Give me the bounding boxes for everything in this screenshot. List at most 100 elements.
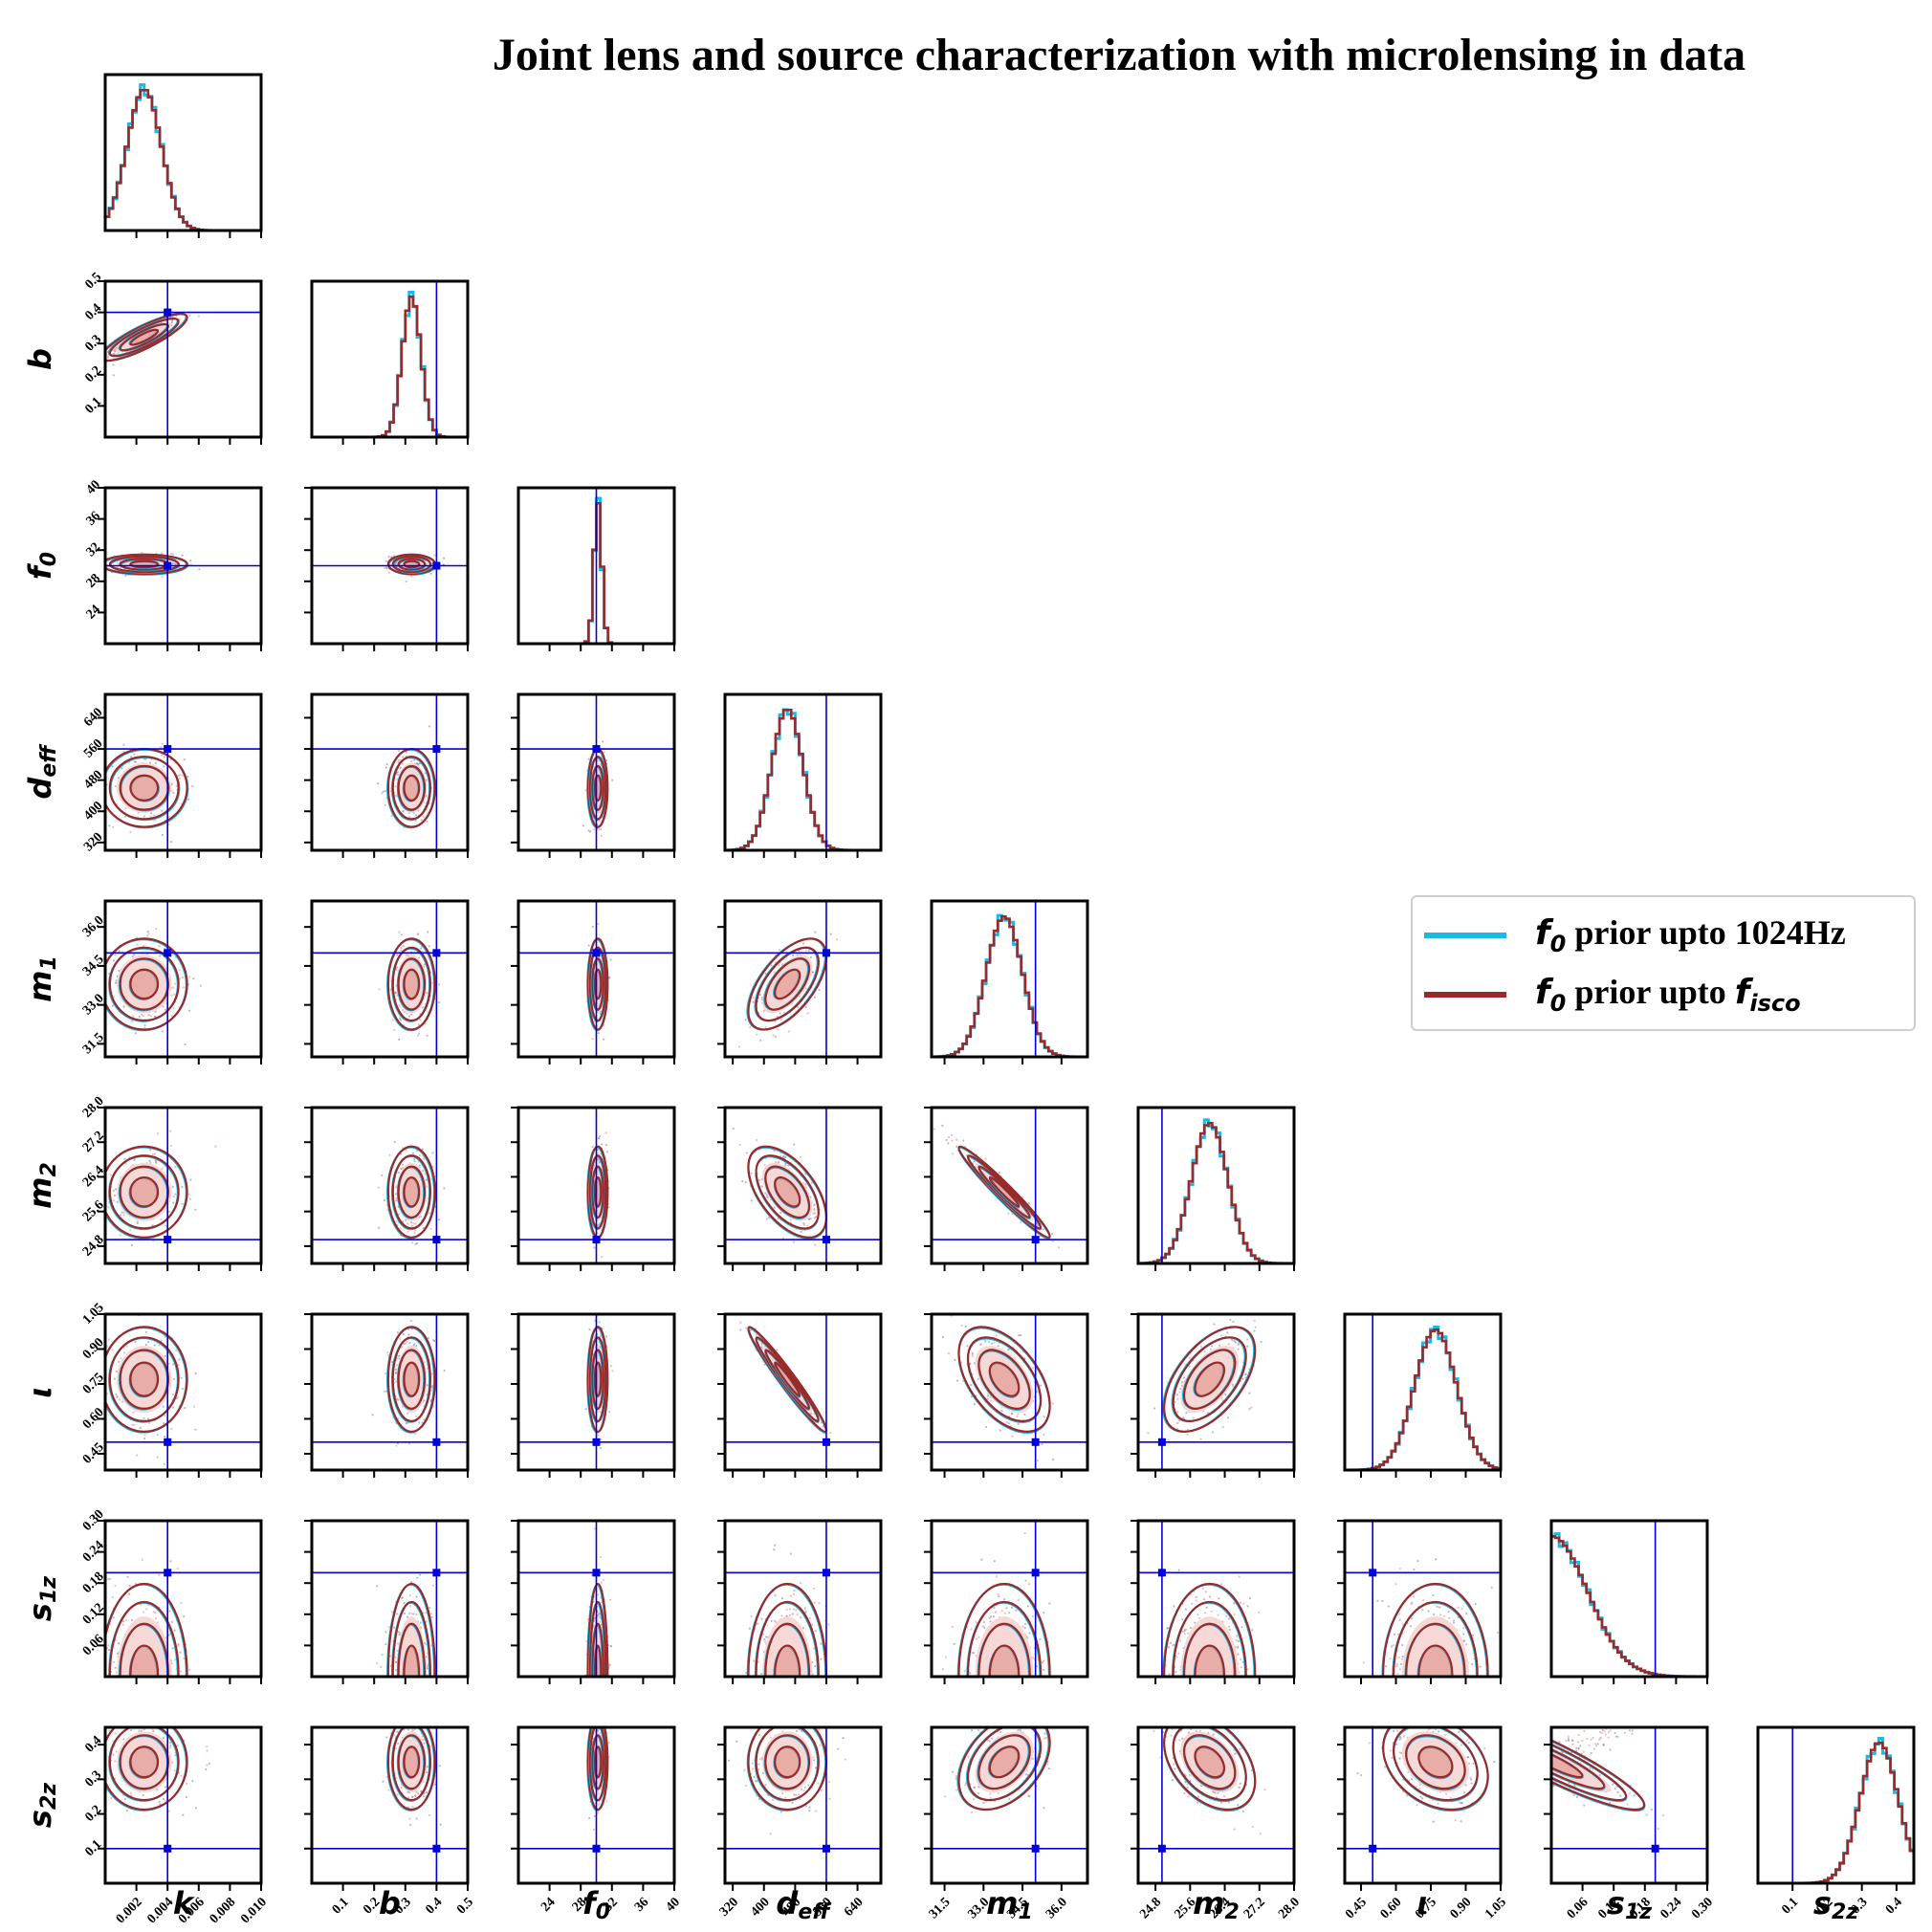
scatter-point — [415, 1344, 418, 1348]
scatter-point — [100, 795, 102, 797]
y-tick-label-b: 0.3 — [82, 333, 104, 355]
panel-frame — [310, 486, 470, 646]
scatter-point — [407, 1333, 410, 1336]
panel-frame — [930, 1106, 1089, 1265]
truth-marker — [432, 1236, 441, 1244]
contour-fisco — [391, 946, 431, 1022]
contour-fisco — [774, 1175, 801, 1208]
y-tick-label-iota: 0.60 — [80, 1405, 107, 1432]
panel-frame — [930, 899, 1089, 1059]
scatter-point — [133, 1423, 136, 1426]
scatter-point — [402, 810, 405, 813]
scatter-point — [807, 1218, 811, 1220]
scatter-point — [181, 1185, 184, 1189]
scatter-point — [757, 1178, 760, 1182]
scatter-point — [402, 1009, 405, 1012]
panel-deff-f0 — [511, 692, 676, 858]
scatter-point — [400, 947, 403, 950]
panel-m2-m2 — [1136, 1106, 1296, 1271]
contour-fisco — [977, 1165, 1031, 1219]
scatter-point — [114, 1188, 118, 1191]
scatter-point — [390, 815, 393, 818]
scatter-point — [763, 1163, 766, 1167]
scatter-point — [134, 1340, 137, 1344]
scatter-point — [393, 1378, 396, 1381]
scatter-point — [774, 1020, 777, 1022]
scatter-point — [731, 1305, 733, 1306]
scatter-point — [964, 1145, 967, 1148]
scatter-point — [109, 1174, 112, 1176]
scatter-point — [405, 1422, 408, 1425]
scatter-point — [407, 812, 410, 815]
y-tick-label-m1: 36.0 — [80, 913, 107, 940]
scatter-point — [394, 785, 397, 788]
scatter-point — [802, 1222, 805, 1225]
scatter-point — [744, 1181, 747, 1184]
panel-b-b — [310, 279, 470, 445]
scatter-point — [180, 1376, 183, 1379]
scatter-point — [443, 557, 446, 560]
scatter-point — [416, 1034, 420, 1037]
scatter-point — [188, 314, 191, 317]
y-tick-label-iota: 1.05 — [80, 1301, 107, 1328]
y-tick-label-deff: 560 — [81, 736, 105, 760]
scatter-point — [177, 1364, 180, 1367]
scatter-point — [143, 1026, 146, 1029]
scatter-point — [781, 1237, 784, 1240]
scatter-point — [755, 1333, 758, 1336]
y-tick-label-deff: 400 — [81, 799, 105, 823]
scatter-point — [1021, 1196, 1024, 1198]
scatter-point — [609, 1365, 613, 1368]
scatter-point — [777, 1028, 779, 1031]
scatter-point — [426, 1384, 428, 1387]
panel-frame — [310, 692, 470, 852]
scatter-point — [163, 1422, 165, 1425]
scatter-point — [428, 945, 430, 948]
y-tick-label-m2: 27.2 — [80, 1129, 107, 1155]
scatter-point — [402, 1332, 406, 1336]
contour-fisco — [129, 1175, 160, 1208]
scatter-point — [431, 1165, 434, 1169]
scatter-point — [107, 1206, 110, 1209]
scatter-point — [752, 997, 755, 999]
scatter-point — [391, 1019, 394, 1021]
panel-m2-m1 — [924, 1106, 1089, 1271]
scatter-point — [164, 947, 166, 950]
y-tick-label-m1: 31.5 — [80, 1030, 107, 1057]
scatter-point — [764, 972, 767, 975]
scatter-point — [1011, 1412, 1014, 1415]
scatter-point — [156, 1434, 159, 1437]
scatter-point — [402, 1163, 405, 1166]
scatter-point — [402, 945, 405, 948]
scatter-point — [384, 766, 387, 769]
scatter-point — [960, 1324, 963, 1328]
scatter-point — [986, 1394, 990, 1397]
scatter-point — [396, 1330, 399, 1334]
scatter-point — [780, 1019, 783, 1021]
scatter-point — [395, 954, 399, 956]
scatter-point — [599, 1334, 602, 1338]
scatter-point — [152, 814, 156, 817]
scatter-point — [806, 1224, 809, 1227]
scatter-point — [184, 1407, 187, 1410]
scatter-point — [750, 1199, 753, 1202]
scatter-point — [422, 1157, 426, 1160]
scatter-point — [187, 1193, 190, 1196]
scatter-point — [1051, 1240, 1054, 1242]
scatter-point — [112, 363, 115, 366]
scatter-point — [1036, 1459, 1040, 1462]
scatter-point — [587, 944, 590, 947]
contour-fisco — [403, 1361, 421, 1397]
scatter-point — [420, 819, 423, 822]
scatter-point — [123, 815, 126, 818]
scatter-point — [398, 758, 401, 761]
scatter-point — [783, 1156, 786, 1159]
panel-content — [105, 1130, 217, 1247]
scatter-point — [146, 934, 149, 937]
scatter-point — [383, 1390, 386, 1394]
scatter-point — [118, 1360, 121, 1363]
scatter-point — [130, 1243, 133, 1247]
scatter-point — [181, 976, 185, 979]
scatter-point — [952, 1153, 955, 1155]
